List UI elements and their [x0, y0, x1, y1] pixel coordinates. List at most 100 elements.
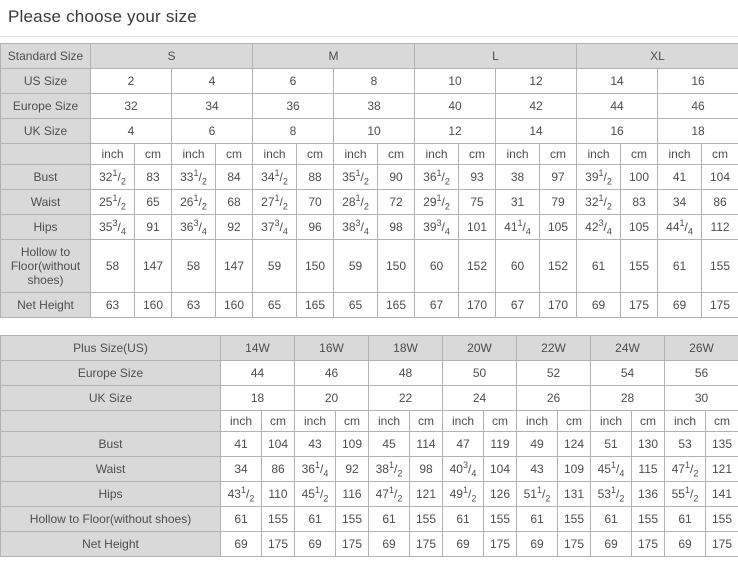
cell: 45	[368, 431, 410, 457]
cell: 83	[620, 189, 659, 215]
cell: 124	[557, 431, 591, 457]
row-label: Standard Size	[0, 43, 91, 69]
cell: cm	[557, 410, 591, 432]
cell: 26	[516, 385, 591, 411]
page-title: Please choose your size	[8, 7, 197, 26]
row-label: Waist	[0, 189, 91, 215]
cell: 14	[495, 118, 578, 144]
cell: 261/2	[171, 189, 216, 215]
table-row: Bust 41 104 43 109 45 114 47 119 49 124 51 130 53 135	[0, 431, 738, 457]
cell: 30	[664, 385, 738, 411]
cell: 86	[261, 456, 295, 482]
row-label: Net Height	[0, 292, 91, 318]
cell: inch	[664, 410, 706, 432]
cell: 373/4	[252, 214, 298, 240]
cell: 92	[214, 214, 254, 240]
cell: 56	[664, 360, 738, 386]
row-label: Plus Size(US)	[0, 335, 221, 361]
cell: 135	[705, 431, 738, 457]
cell: 63	[171, 292, 216, 318]
cell: 16	[576, 118, 659, 144]
row-label: Hollow to Floor(without shoes)	[0, 239, 91, 293]
cell: 41	[220, 431, 262, 457]
cell: 16	[657, 68, 738, 94]
cell: 2	[90, 68, 172, 94]
cell: 52	[516, 360, 591, 386]
cell: 175	[409, 531, 443, 557]
row-label: UK Size	[0, 118, 91, 144]
table-row: Standard Size S M L XL	[0, 43, 738, 69]
cell: 12	[414, 118, 497, 144]
cell: 105	[620, 214, 659, 240]
table-row: Hollow to Floor(without shoes) 61 155 61 155…	[0, 506, 738, 532]
cell: 60	[414, 239, 460, 293]
cell: 34	[220, 456, 262, 482]
cell: 130	[631, 431, 665, 457]
cell: 70	[296, 189, 335, 215]
cell: 67	[495, 292, 541, 318]
cell: 84	[214, 164, 254, 190]
cell: inch	[414, 143, 460, 165]
cell: 175	[335, 531, 369, 557]
row-label	[0, 410, 221, 432]
cell: 170	[539, 292, 578, 318]
cell: 28	[590, 385, 665, 411]
cell: 54	[590, 360, 665, 386]
cell: 155	[261, 506, 295, 532]
page-header: Please choose your size	[0, 0, 738, 37]
cell: 92	[335, 456, 369, 482]
cell: 69	[294, 531, 336, 557]
cell: 251/2	[90, 189, 135, 215]
cell: 61	[220, 506, 262, 532]
cell: 20W	[442, 335, 517, 361]
cell: 155	[631, 506, 665, 532]
cell: 341/2	[252, 164, 298, 190]
cell: 42	[495, 93, 578, 119]
cell: inch	[90, 143, 135, 165]
table-row: Hollow to Floor(without shoes) 58 147 58 147…	[0, 239, 738, 293]
cell: 105	[539, 214, 578, 240]
cell: 291/2	[414, 189, 460, 215]
cell: 281/2	[333, 189, 379, 215]
cell: 61	[294, 506, 336, 532]
cell: 75	[458, 189, 497, 215]
cell: 69	[664, 531, 706, 557]
cell: 91	[134, 214, 172, 240]
cell: cm	[296, 143, 335, 165]
cell: 165	[296, 292, 335, 318]
cell: cm	[377, 143, 416, 165]
cell: XL	[576, 43, 738, 69]
cell: 136	[631, 481, 665, 507]
cell: 4	[170, 68, 254, 94]
cell: 60	[495, 239, 541, 293]
cell: inch	[590, 410, 632, 432]
cell: inch	[333, 143, 379, 165]
cell: 353/4	[90, 214, 135, 240]
cell: 116	[335, 481, 369, 507]
cell: 41	[657, 164, 703, 190]
cell: inch	[171, 143, 216, 165]
cell: 175	[620, 292, 659, 318]
table-row: Hips 431/2 110 451/2 116 471/2 121 491/2 126 511/…	[0, 481, 738, 507]
cell: 8	[252, 118, 335, 144]
cell: 109	[557, 456, 591, 482]
cell: 61	[576, 239, 622, 293]
row-label: US Size	[0, 68, 91, 94]
cell: 32	[90, 93, 172, 119]
cell: 20	[294, 385, 369, 411]
cell: cm	[458, 143, 497, 165]
row-label: Bust	[0, 431, 221, 457]
cell: cm	[134, 143, 172, 165]
cell: L	[414, 43, 578, 69]
cell: 411/4	[495, 214, 541, 240]
cell: 18	[220, 385, 295, 411]
cell: 551/2	[664, 481, 706, 507]
cell: 531/2	[590, 481, 632, 507]
cell: 6	[252, 68, 335, 94]
table-row: Bust 321/2 83 331/2 84 341/2 88 351/2 90 361/2 93 3…	[0, 164, 738, 190]
cell: 147	[134, 239, 172, 293]
cell: inch	[576, 143, 622, 165]
table-row: inch cm inch cm inch cm inch cm inch cm inch cm inch…	[0, 143, 738, 165]
cell: 50	[442, 360, 517, 386]
cell: 14W	[220, 335, 295, 361]
